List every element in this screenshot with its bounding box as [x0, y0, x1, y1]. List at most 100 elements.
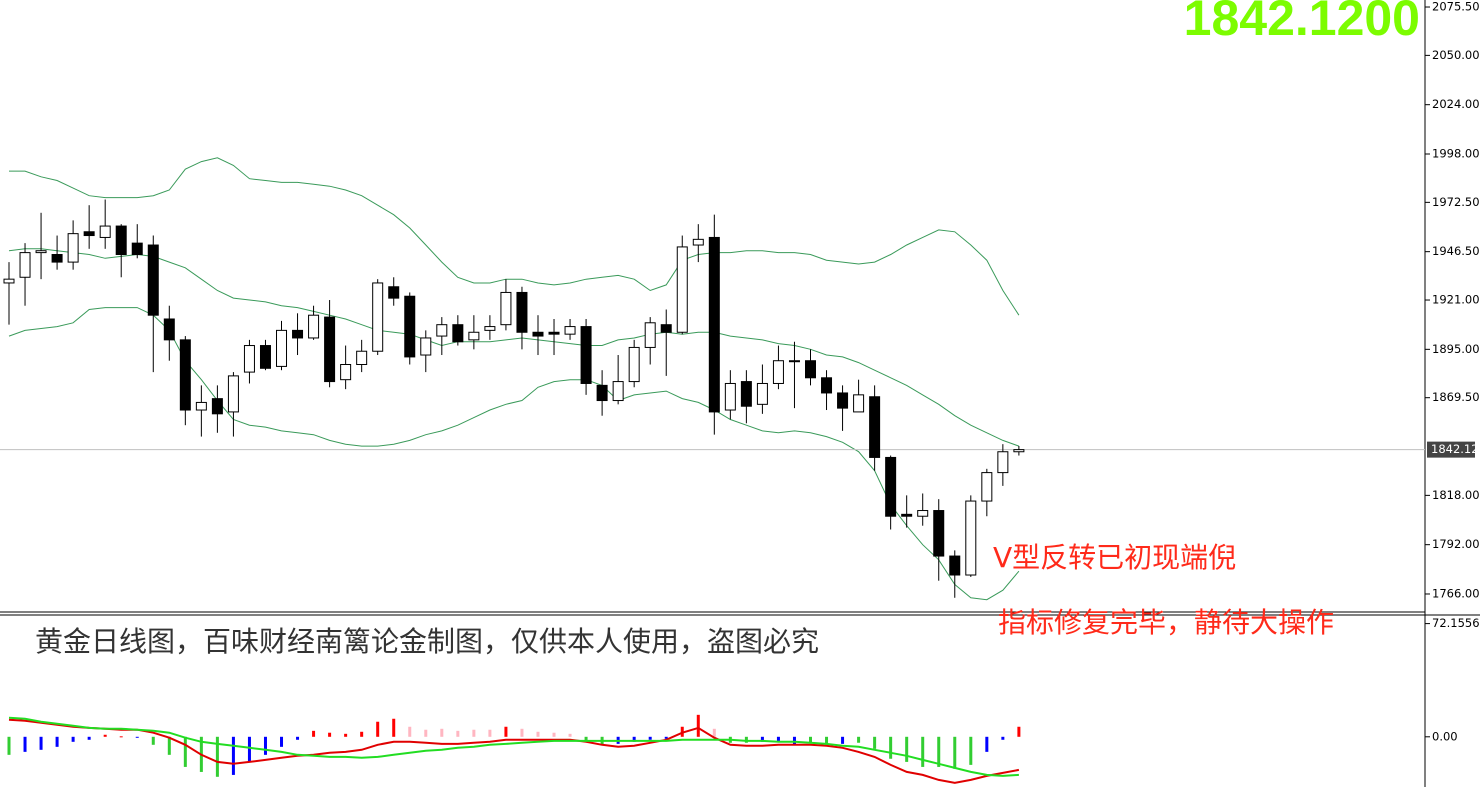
candle-body	[933, 510, 945, 557]
histogram-bar	[969, 736, 973, 765]
y-tick-label: 1869.50	[1432, 390, 1480, 404]
histogram-bar	[488, 729, 492, 737]
candle-body	[436, 324, 448, 337]
y-tick-label: 1998.00	[1432, 146, 1480, 160]
candle-body	[99, 225, 111, 238]
indicator-line	[8, 718, 1020, 784]
candle-body	[83, 231, 95, 237]
candle-body	[404, 295, 416, 358]
histogram-bar	[809, 736, 812, 743]
candle-body	[692, 238, 704, 246]
candle-body	[676, 246, 688, 333]
histogram-bar	[215, 736, 219, 777]
histogram-bar	[953, 736, 957, 769]
candle-body	[227, 375, 239, 413]
candle-body	[917, 510, 929, 517]
candle-body	[1013, 449, 1025, 453]
histogram-bar	[7, 736, 11, 755]
histogram-bar	[937, 736, 941, 767]
candle-body	[949, 555, 961, 576]
candle-body	[981, 472, 993, 502]
histogram-bar	[87, 736, 91, 740]
y-tick-label: 2024.00	[1432, 97, 1480, 111]
histogram-bar	[312, 730, 316, 737]
histogram-bar	[23, 736, 27, 752]
histogram-bar	[392, 718, 396, 737]
y-tick-label: 1946.50	[1432, 244, 1480, 258]
candle-body	[740, 381, 752, 407]
candle-body	[468, 331, 480, 341]
candle-body	[51, 254, 63, 263]
candle-body	[837, 392, 849, 409]
candle-body	[324, 316, 336, 383]
histogram-bar	[664, 736, 668, 739]
candle-body	[115, 225, 127, 256]
candle-body	[452, 324, 464, 343]
y-tick-label: 1895.00	[1432, 342, 1480, 356]
candle-body	[292, 329, 304, 339]
histogram-bar	[167, 736, 171, 755]
histogram-bar	[905, 736, 909, 762]
y-tick-label: 1818.00	[1432, 488, 1480, 502]
histogram-bar	[328, 732, 332, 737]
histogram-bar	[648, 736, 652, 740]
candle-body	[259, 345, 271, 369]
histogram-bar	[857, 736, 861, 743]
candle-body	[901, 513, 913, 517]
candle-body	[885, 456, 897, 517]
candle-body	[724, 382, 736, 411]
histogram-bar	[873, 736, 877, 749]
candle-body	[211, 398, 223, 415]
candle-body	[821, 377, 833, 394]
histogram-bar	[520, 728, 524, 737]
candle-body	[596, 384, 608, 402]
histogram-bar	[440, 728, 444, 737]
candle-body	[19, 252, 31, 278]
histogram-bar	[1017, 726, 1021, 737]
y-tick-label: 1921.00	[1432, 293, 1480, 307]
candle-body	[532, 331, 544, 337]
histogram-bar	[584, 736, 588, 742]
histogram-bar	[360, 731, 364, 737]
last-price-box	[1427, 441, 1475, 458]
histogram-bar	[183, 736, 187, 767]
candle-body	[500, 291, 512, 326]
histogram-bar	[1001, 736, 1005, 740]
candle-body	[356, 350, 368, 366]
histogram-bar	[985, 736, 989, 752]
annotation: 指标修复完毕，静待大操作	[998, 606, 1334, 639]
bollinger-band	[8, 307, 1020, 601]
candle-body	[548, 331, 560, 335]
histogram-bar	[776, 736, 780, 741]
candle-body	[372, 282, 384, 352]
candle-body	[484, 326, 496, 331]
histogram-bar	[231, 736, 235, 775]
histogram-bar	[55, 736, 59, 747]
candle-body	[179, 339, 191, 411]
histogram-bar	[504, 726, 508, 737]
candle-body	[516, 291, 528, 333]
candle-body	[708, 236, 720, 413]
candle-body	[869, 396, 881, 458]
candle-body	[580, 326, 592, 384]
histogram-bar	[344, 733, 348, 737]
histogram-bar	[71, 736, 75, 742]
y-tick-label: 72.1556	[1432, 616, 1480, 630]
candle-body	[772, 360, 784, 384]
y-tick-label: 2050.00	[1432, 48, 1480, 62]
histogram-bar	[456, 730, 460, 737]
candle-body	[997, 451, 1009, 474]
candle-body	[388, 286, 400, 299]
candle-body	[644, 322, 656, 348]
histogram-bar	[792, 736, 796, 745]
y-tick-label: 2075.50	[1432, 0, 1480, 14]
y-tick-label: 1972.50	[1432, 195, 1480, 209]
histogram-bar	[247, 736, 251, 762]
candle-body	[965, 500, 977, 576]
annotation: V型反转已初现端倪	[993, 541, 1236, 574]
histogram-bar	[841, 736, 845, 744]
candle-body	[147, 244, 159, 316]
histogram-bar	[151, 736, 155, 745]
candle-body	[3, 278, 15, 284]
